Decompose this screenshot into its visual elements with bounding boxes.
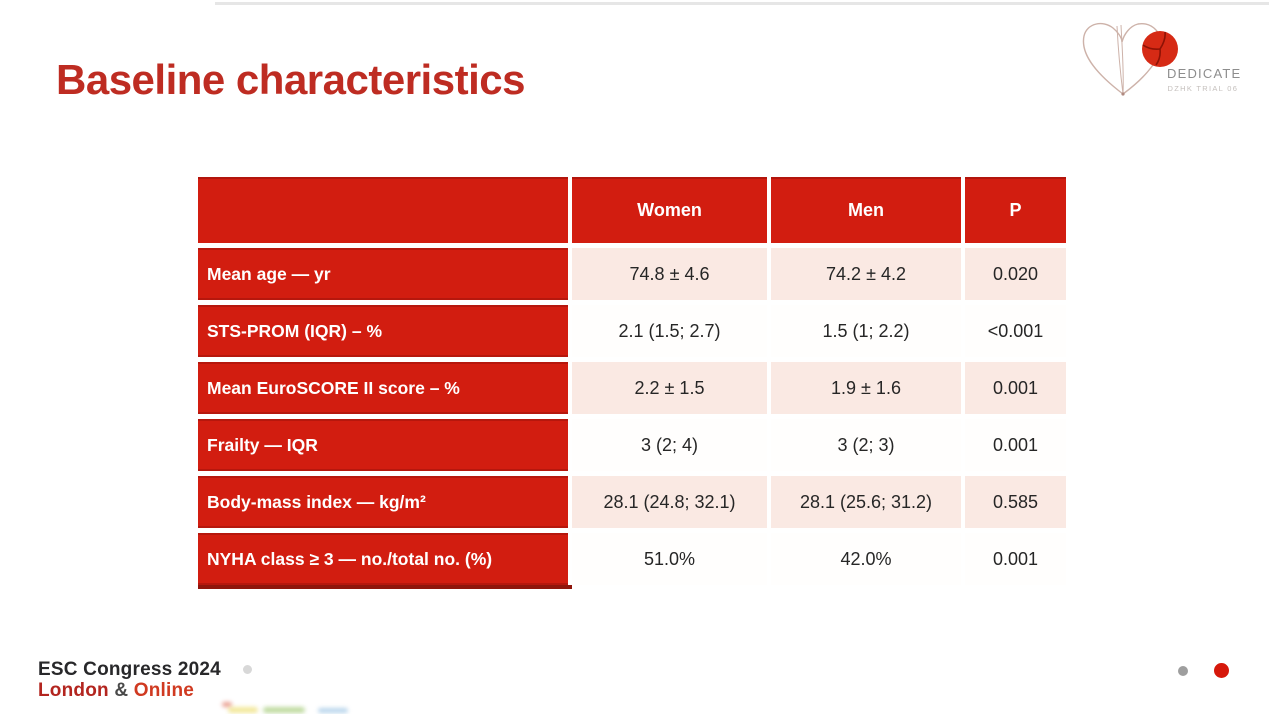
- bottom-smudge-green: [263, 707, 305, 713]
- row-label-frailty: Frailty — IQR: [198, 419, 568, 471]
- congress-mode: Online: [133, 680, 195, 701]
- bottom-smudge-red: [222, 702, 232, 707]
- cell-p-frailty: 0.001: [965, 419, 1066, 471]
- logo-brand-text: DEDICATE: [1167, 66, 1241, 81]
- cell-women-nyha: 51.0%: [572, 533, 767, 585]
- valve-circle-icon: [1142, 31, 1178, 67]
- cell-women-bmi: 28.1 (24.8; 32.1): [572, 476, 767, 528]
- bottom-smudge-yellow: [228, 707, 258, 713]
- cell-women-frailty: 3 (2; 4): [572, 419, 767, 471]
- row-label-nyha: NYHA class ≥ 3 — no./total no. (%): [198, 533, 568, 585]
- row-label-euroscore: Mean EuroSCORE II score – %: [198, 362, 568, 414]
- baseline-characteristics-table: Women Men P Mean age — yr 74.8 ± 4.6 74.…: [198, 177, 1066, 585]
- footer-bullet-icon: [243, 665, 252, 674]
- slide-dot-active[interactable]: [1214, 663, 1229, 678]
- cell-women-sts-prom: 2.1 (1.5; 2.7): [572, 305, 767, 357]
- dedicate-trial-logo: DEDICATE DZHK TRIAL 06: [1082, 22, 1241, 96]
- cell-women-euroscore: 2.2 ± 1.5: [572, 362, 767, 414]
- slide-dot-inactive[interactable]: [1178, 666, 1188, 676]
- congress-city: London: [38, 680, 109, 701]
- row-label-mean-age: Mean age — yr: [198, 248, 568, 300]
- cell-women-mean-age: 74.8 ± 4.6: [572, 248, 767, 300]
- cell-men-euroscore: 1.9 ± 1.6: [771, 362, 961, 414]
- cell-men-nyha: 42.0%: [771, 533, 961, 585]
- row-label-sts-prom: STS-PROM (IQR) – %: [198, 305, 568, 357]
- cell-p-mean-age: 0.020: [965, 248, 1066, 300]
- top-border-line: [215, 2, 1269, 5]
- bottom-smudge-blue: [318, 708, 348, 713]
- cell-p-bmi: 0.585: [965, 476, 1066, 528]
- congress-name: ESC Congress 2024: [38, 659, 221, 680]
- column-header-men: Men: [771, 177, 961, 243]
- row-label-bmi: Body-mass index — kg/m²: [198, 476, 568, 528]
- cell-men-frailty: 3 (2; 3): [771, 419, 961, 471]
- congress-ampersand: &: [114, 680, 129, 701]
- column-header-p: P: [965, 177, 1066, 243]
- column-header-metric: [198, 177, 568, 243]
- cell-p-sts-prom: <0.001: [965, 305, 1066, 357]
- column-header-women: Women: [572, 177, 767, 243]
- cell-p-nyha: 0.001: [965, 533, 1066, 585]
- cell-p-euroscore: 0.001: [965, 362, 1066, 414]
- congress-footer: ESC Congress 2024 London & Online: [38, 659, 221, 701]
- cell-men-sts-prom: 1.5 (1; 2.2): [771, 305, 961, 357]
- congress-location: London & Online: [38, 680, 221, 701]
- label-column-bottom-edge: [198, 585, 572, 589]
- cell-men-bmi: 28.1 (25.6; 31.2): [771, 476, 961, 528]
- page-title: Baseline characteristics: [56, 56, 525, 103]
- logo-subtitle-text: DZHK TRIAL 06: [1168, 84, 1239, 93]
- cell-men-mean-age: 74.2 ± 4.2: [771, 248, 961, 300]
